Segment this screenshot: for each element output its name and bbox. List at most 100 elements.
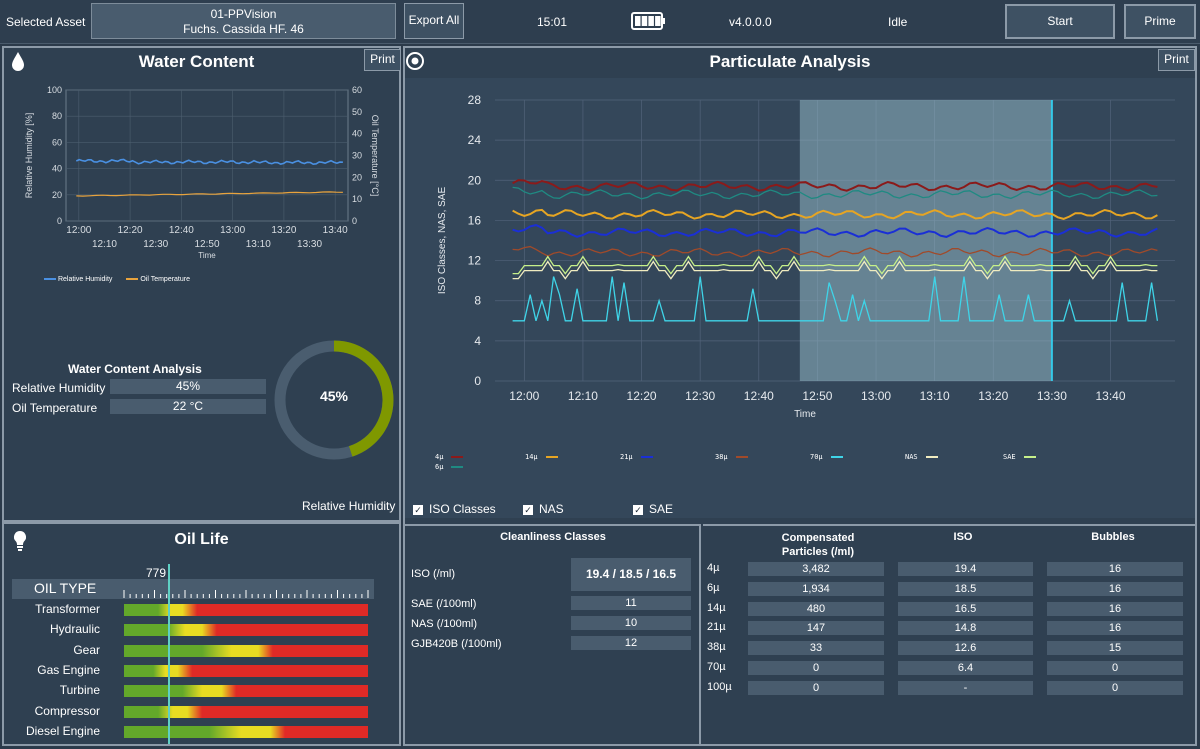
particulate-print-button[interactable]: Print	[1158, 49, 1195, 71]
iso-value: 12.6	[898, 641, 1033, 656]
cleanliness-value: 19.4 / 18.5 / 16.5	[571, 558, 691, 591]
particulate-y-tick: 12	[468, 254, 482, 268]
bubbles-value: 16	[1047, 581, 1183, 596]
particulate-x-tick: 13:10	[920, 389, 950, 403]
particles-value: 3,482	[748, 562, 884, 576]
gauge-caption: Relative Humidity	[302, 499, 396, 513]
particulate-y-tick: 16	[468, 213, 482, 227]
legend-item: 21µ	[620, 453, 653, 461]
particles-value: 33	[748, 641, 884, 656]
legend-swatch	[1023, 456, 1036, 458]
particulate-panel: Particulate Analysis Print 0 4 8 12 16 20 24 28…	[403, 46, 1197, 746]
legend-item: 38µ	[715, 453, 748, 461]
water-x-tick: 13:10	[246, 239, 271, 250]
water-y2-tick: 20	[352, 172, 362, 182]
checkbox-box[interactable]: ✓	[523, 504, 533, 515]
particulate-x-tick: 12:10	[568, 389, 598, 403]
legend-swatch	[451, 466, 464, 468]
checkbox-box[interactable]: ✓	[413, 504, 423, 515]
oil-life-panel: Oil Life 779 OIL TYPE Transformer Hydraul…	[2, 522, 401, 746]
oil-life-marker-value: 779	[146, 566, 167, 580]
particulate-x-tick: 12:20	[627, 389, 657, 403]
oil-type-label: Turbine	[59, 683, 100, 698]
water-y2-tick: 40	[352, 129, 362, 139]
water-print-button[interactable]: Print	[364, 49, 401, 71]
series-checkbox[interactable]: ✓ ISO Classes	[413, 502, 496, 516]
rh-legend-swatch	[44, 278, 56, 281]
particulate-x-tick: 12:50	[802, 389, 832, 403]
water-y-label: Relative Humidity [%]	[24, 113, 34, 199]
legend-item: NAS	[905, 453, 938, 461]
legend-label: 21µ	[620, 453, 633, 461]
selection-region[interactable]	[799, 100, 1052, 381]
legend-label: 4µ	[435, 453, 444, 461]
legend-swatch	[925, 456, 938, 458]
legend-label: SAE	[1003, 453, 1016, 461]
checkbox-label: ISO Classes	[429, 502, 496, 516]
battery-cell	[641, 16, 648, 26]
status-label: Idle	[888, 15, 908, 29]
water-y2-tick: 50	[352, 107, 362, 117]
cleanliness-value: 10	[571, 616, 691, 630]
cleanliness-title: Cleanliness Classes	[500, 531, 606, 543]
particles-header: Compensated Particles (/ml)	[781, 532, 855, 558]
selected-asset-label: Selected Asset	[6, 15, 86, 29]
rh-legend-label: Relative Humidity	[57, 276, 113, 283]
series-checkbox[interactable]: ✓ NAS	[523, 502, 564, 516]
prime-button[interactable]: Prime	[1124, 4, 1196, 39]
export-all-button[interactable]: Export All	[404, 3, 464, 39]
iso-value: 19.4	[898, 562, 1033, 576]
water-x-tick: 13:00	[220, 225, 245, 236]
rh-value: 45%	[110, 379, 266, 394]
oil-life-bar	[124, 685, 368, 698]
iso-value: 16.5	[898, 601, 1033, 616]
iso-value: -	[898, 680, 1033, 695]
water-x-tick: 13:30	[297, 239, 322, 250]
water-y2-tick: 0	[352, 216, 357, 226]
water-x-tick: 13:20	[271, 225, 296, 236]
version-label: v4.0.0.0	[729, 15, 772, 29]
particulate-y-tick: 0	[474, 374, 481, 388]
water-x-label: Time	[198, 251, 216, 260]
oil-life-bar	[124, 644, 368, 657]
water-y-tick: 20	[52, 190, 62, 200]
particulate-x-label: Time	[794, 409, 816, 420]
oil-type-label: Gear	[73, 642, 100, 657]
particles-value: 0	[748, 680, 884, 695]
checkbox-box[interactable]: ✓	[633, 504, 643, 515]
oil-temp-label: Oil Temperature	[12, 401, 98, 415]
series-checkbox[interactable]: ✓ SAE	[633, 502, 673, 516]
bubbles-value: 16	[1047, 621, 1183, 636]
start-button[interactable]: Start	[1005, 4, 1115, 39]
particulate-y-tick: 8	[474, 294, 481, 308]
oil-type-header-row: OIL TYPE	[12, 579, 374, 599]
particulate-y-tick: 20	[468, 173, 482, 187]
asset-selector[interactable]: 01-PPVision Fuchs. Cassida HF. 46	[91, 3, 396, 39]
legend-label: NAS	[905, 453, 918, 461]
oil-temp-value: 22 °C	[110, 399, 266, 414]
target-icon	[406, 52, 424, 70]
oil-life-bar	[124, 705, 368, 718]
asset-oil: Fuchs. Cassida HF. 46	[183, 22, 304, 36]
series-line-5	[512, 276, 1159, 322]
series-line-0	[512, 179, 1158, 192]
particle-size-label: 100µ	[707, 680, 732, 693]
legend-item: 6µ	[435, 463, 464, 471]
oil-life-bar	[124, 604, 368, 616]
particulate-y-tick: 28	[468, 93, 482, 107]
cleanliness-value: 11	[571, 596, 691, 610]
legend-swatch	[735, 456, 748, 458]
particulate-x-tick: 13:20	[978, 389, 1008, 403]
iso-value: 6.4	[898, 661, 1033, 675]
bubbles-value: 0	[1047, 661, 1183, 675]
oil-life-marker	[167, 564, 170, 744]
asset-name: 01-PPVision	[210, 7, 277, 21]
particulate-x-tick: 12:40	[744, 389, 774, 403]
water-y2-tick: 10	[352, 194, 362, 204]
legend-item: 70µ	[810, 453, 843, 461]
bubbles-value: 16	[1047, 601, 1183, 616]
water-analysis-title: Water Content Analysis	[68, 362, 202, 376]
particulate-y-label: ISO Classes, NAS, SAE	[437, 187, 448, 295]
series-line-2	[512, 208, 1158, 220]
rh-label: Relative Humidity	[12, 381, 106, 395]
